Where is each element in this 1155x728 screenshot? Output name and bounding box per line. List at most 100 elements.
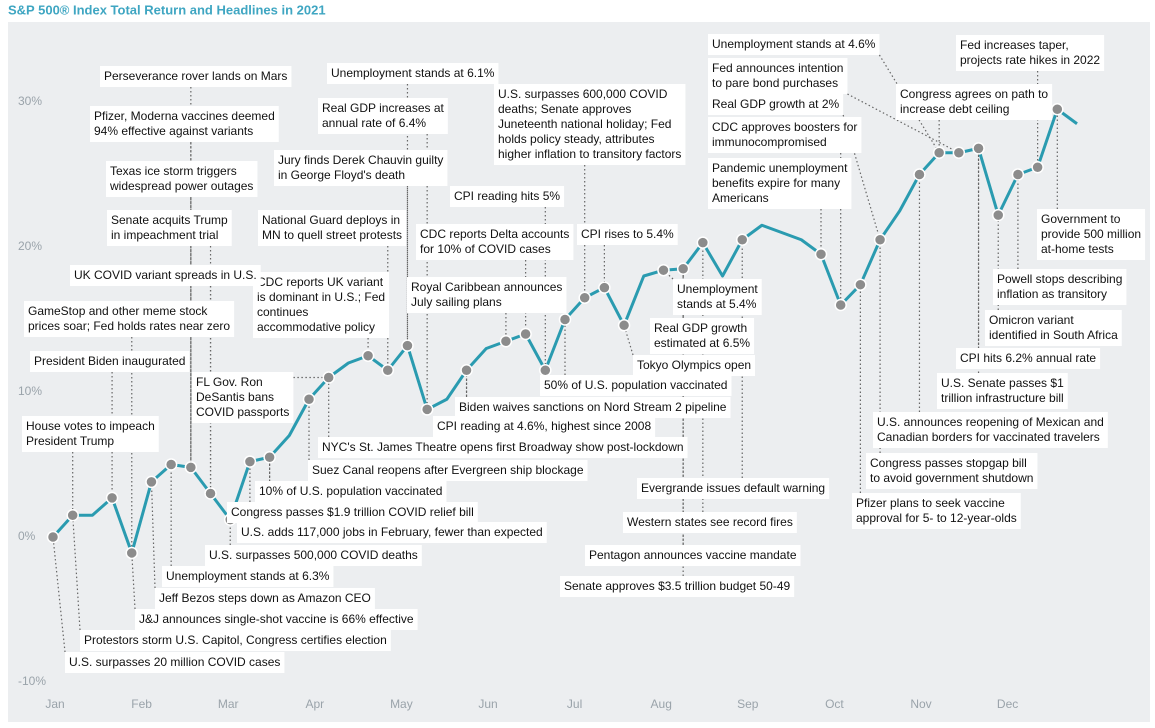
annotation-text: Powell stops describing [997,272,1122,286]
annotation-text: Perseverance rover lands on Mars [104,69,287,83]
annotation-text: trillion infrastructure bill [941,391,1064,405]
annotation-box [100,66,292,87]
annotation-box [65,652,285,673]
x-tick-label: Jun [478,697,497,711]
annotation-text: Evergrande issues default warning [641,481,825,495]
y-tick-label: 10% [18,384,42,398]
annotation: Perseverance rover lands on Mars [100,66,292,87]
event-dot [420,403,434,416]
x-tick-label: Mar [218,697,239,711]
annotation-text: Unemployment stands at 6.3% [166,569,330,583]
annotation-text: in George Floyd's death [278,168,405,182]
annotation-text: immunocompromised [712,135,827,149]
annotation: Fed increases taper,projects rate hikes … [956,35,1105,71]
event-dot [243,455,257,468]
annotation-text: CDC reports Delta accounts [420,227,569,241]
annotation-box [866,453,1038,489]
annotation-text: CPI reading hits 5% [454,189,560,203]
annotation: CPI rises to 5.4% [577,224,678,245]
annotation: Senate approves $3.5 trillion budget 50-… [560,576,795,597]
annotation-text: CDC approves boosters for [712,120,857,134]
annotation-text: identified in South Africa [989,328,1118,342]
leader-line [842,114,881,240]
x-tick-label: Apr [305,697,324,711]
annotation-text: 94% effective against variants [94,124,253,138]
annotation-box [318,437,688,458]
event-dot [991,208,1005,222]
event-dot [972,142,985,155]
y-tick-label: 30% [18,94,42,108]
annotation-box [205,545,422,566]
annotation-text: provide 500 million [1041,227,1141,241]
annotation: U.S. surpasses 20 million COVID cases [65,652,285,673]
annotation-box [852,493,1021,529]
annotation-text: to avoid government shutdown [870,471,1033,485]
x-tick-label: Dec [997,697,1018,711]
annotation-box [708,117,862,153]
annotation-text: increase debt ceiling [900,102,1009,116]
annotation-text: COVID passports [196,405,289,419]
annotation-box [585,545,801,566]
annotation-text: UK COVID variant spreads in U.S. [74,268,257,282]
event-dot [401,339,414,352]
annotation-text: CPI reading at 4.6%, highest since 2008 [437,419,651,433]
annotation: CPI reading at 4.6%, highest since 2008 [433,416,656,437]
annotation-text: Unemployment [677,282,758,296]
annotation-box [540,375,732,396]
annotation-text: Unemployment stands at 6.1% [331,66,495,80]
annotation-box [90,106,279,142]
annotation-box [327,63,499,84]
event-dot [499,335,513,348]
annotation-text: U.S. surpasses 600,000 COVID [498,87,668,101]
annotation-text: Protestors storm U.S. Capitol, Congress … [84,633,387,647]
annotation-box [22,416,159,452]
annotation-text: Fed increases taper, [960,38,1069,52]
annotation-box [956,35,1105,71]
annotation-box [993,269,1127,305]
annotation-text: Unemployment stands at 4.6% [712,37,876,51]
annotation-box [308,460,588,481]
annotation-box [896,84,1053,120]
annotation-box [708,34,880,55]
annotation-text: Real GDP growth at 2% [712,97,840,111]
annotation-box [135,609,418,630]
annotation-text: Real GDP increases at [322,101,445,115]
annotation-box [162,566,334,587]
annotation-box [24,301,235,337]
annotation: J&J announces single-shot vaccine is 66%… [135,609,418,630]
event-dot [1031,161,1044,174]
annotation-text: U.S. surpasses 20 million COVID cases [69,655,280,669]
annotation-text: J&J announces single-shot vaccine is 66%… [139,612,414,626]
annotation-text: House votes to impeach [26,419,155,433]
event-dot [539,364,552,377]
annotation-box [873,412,1108,448]
annotation-text: is dominant in U.S.; Fed [257,290,385,304]
event-dot [696,236,710,249]
annotation-text: widespread power outages [109,179,253,193]
x-tick-label: May [390,697,413,711]
annotation-box [650,318,755,354]
annotation: CPI reading hits 5% [450,186,565,207]
annotation: Western states see record fires [623,512,797,533]
event-dot [125,546,139,560]
annotation-text: deaths; Senate approves [498,102,631,116]
annotation: Unemployment stands at 4.6% [708,34,880,55]
event-dot [873,233,887,246]
event-dot [381,364,395,377]
annotation-text: Pandemic unemployment [712,161,848,175]
annotation-text: Royal Caribbean announces [411,280,562,294]
annotation-text: Congress passes stopgap bill [870,456,1027,470]
annotation-box [1037,209,1146,260]
leader-line [847,93,960,154]
event-dot [46,530,60,544]
annotation-text: stands at 5.4% [677,297,757,311]
x-tick-label: Nov [910,697,931,711]
annotation-box [433,416,656,437]
event-dot [263,451,276,464]
annotation-text: Tokyo Olympics open [637,358,751,372]
annotation-box [107,210,232,246]
